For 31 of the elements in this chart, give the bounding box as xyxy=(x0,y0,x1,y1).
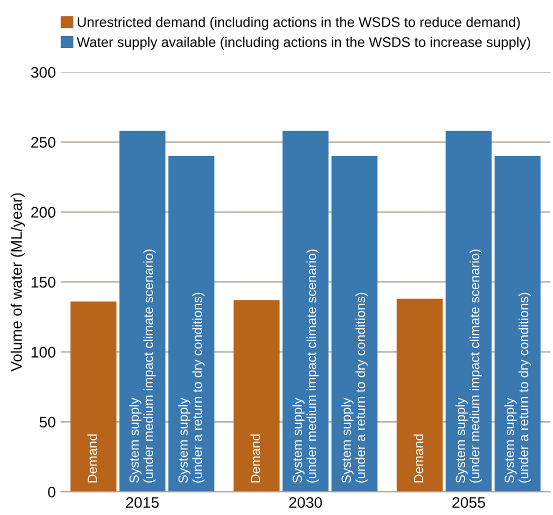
annotation: System supply (under medium impact climate scenario) xyxy=(129,250,156,483)
bar xyxy=(494,156,541,492)
bar xyxy=(168,156,214,492)
bar xyxy=(446,130,492,492)
y-tick-label: 0 xyxy=(48,486,56,498)
annotation: Demand xyxy=(250,434,260,482)
y-axis-title: Volume of water (ML/year) xyxy=(10,193,25,372)
annotation: System supply (under medium impact climate scenario) xyxy=(292,250,319,483)
annotation: System supply (under a return to dry conditions) xyxy=(341,292,368,483)
y-tick-label: 150 xyxy=(32,276,56,288)
y-tick-label: 50 xyxy=(40,416,56,428)
y-tick-label: 200 xyxy=(31,206,56,218)
bar xyxy=(70,302,116,492)
annotation: System supply (under a return to dry conditions) xyxy=(178,292,205,483)
bar xyxy=(282,130,329,492)
y-tick-label: 300 xyxy=(31,66,56,78)
bar xyxy=(331,156,378,492)
x-tick-label: 2055 xyxy=(452,497,486,508)
x-tick-label: 2015 xyxy=(126,497,159,508)
y-tick-label: 100 xyxy=(32,346,56,358)
bar xyxy=(119,130,166,492)
annotation: Demand xyxy=(414,434,424,482)
bar xyxy=(234,300,280,492)
bar xyxy=(396,298,443,492)
annotation: System supply (under a return to dry conditions) xyxy=(504,292,531,483)
annotation: Demand xyxy=(87,434,97,482)
annotation: System supply (under medium impact climate scenario) xyxy=(455,250,482,483)
y-tick-label: 250 xyxy=(31,136,56,148)
legend-label: Unrestricted demand (including actions in the WSDS to reduce demand) xyxy=(78,16,520,30)
x-tick-label: 2030 xyxy=(289,497,322,508)
legend-label: Water supply available (including actions in the WSDS to increase supply) xyxy=(76,36,530,50)
